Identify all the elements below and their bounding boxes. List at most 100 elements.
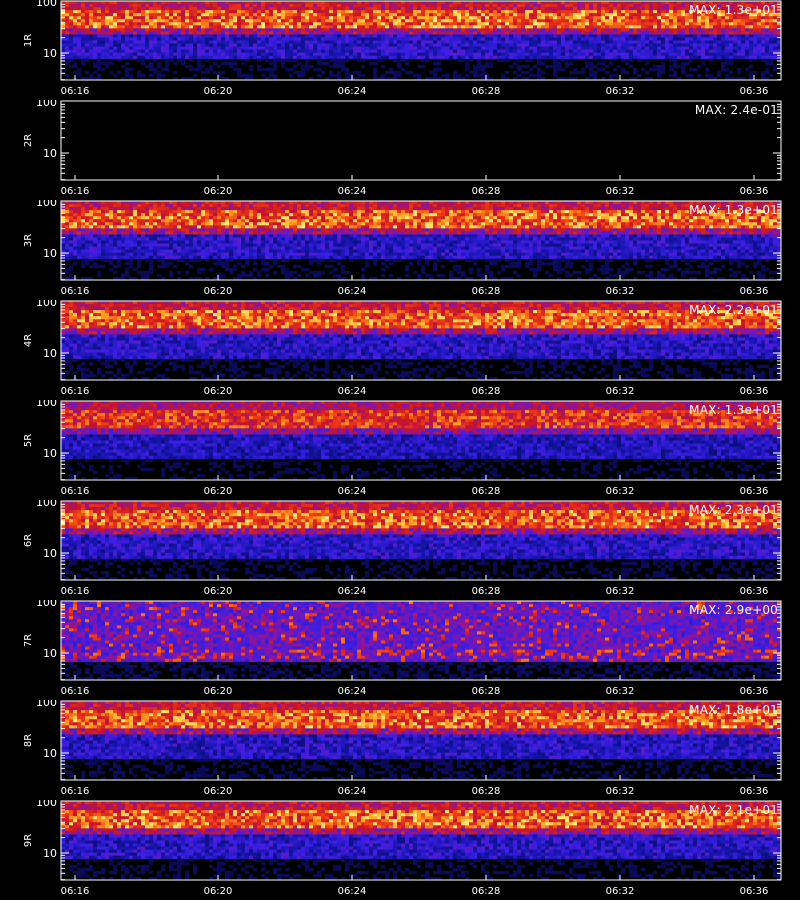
heatmap-cell <box>149 210 154 214</box>
heatmap-cell <box>669 34 674 38</box>
heatmap-cell <box>593 64 598 69</box>
heatmap-cell <box>513 46 518 50</box>
heatmap-cell <box>137 13 142 17</box>
heatmap-cell <box>125 267 130 272</box>
heatmap-cell <box>621 46 626 50</box>
heatmap-cell <box>389 49 394 53</box>
heatmap-cell <box>213 7 218 11</box>
heatmap-cell <box>649 43 654 47</box>
heatmap-cell <box>641 7 646 11</box>
heatmap-cell <box>209 231 214 235</box>
heatmap-cell <box>177 270 182 275</box>
heatmap-cell <box>397 13 402 17</box>
heatmap-cell <box>237 246 242 250</box>
heatmap-cell <box>553 25 558 29</box>
heatmap-cell <box>377 34 382 38</box>
heatmap-cell <box>665 16 670 20</box>
heatmap-cell <box>749 37 754 41</box>
heatmap-cell <box>205 1 210 5</box>
heatmap-cell <box>421 28 426 32</box>
heatmap-cell <box>465 16 470 20</box>
heatmap-cell <box>393 76 398 81</box>
heatmap-cell <box>69 58 74 63</box>
heatmap-cell <box>269 49 274 53</box>
heatmap-cell <box>137 210 142 214</box>
heatmap-cell <box>221 10 226 14</box>
heatmap-cell <box>189 252 194 256</box>
heatmap-cell <box>753 37 758 41</box>
heatmap-cell <box>713 13 718 17</box>
heatmap-cell <box>737 13 742 17</box>
heatmap-cell <box>205 31 210 35</box>
heatmap-cell <box>177 37 182 41</box>
heatmap-cell <box>217 19 222 23</box>
heatmap-cell <box>377 1 382 5</box>
spectrogram-panel-1R: 100 10 1R 06:16 06:20 06:24 06:28 06:32 06:36 MAX… <box>0 0 800 100</box>
heatmap-cell <box>377 28 382 32</box>
heatmap-cell <box>81 58 86 63</box>
heatmap-cell <box>765 55 770 60</box>
heatmap-cell <box>117 213 122 217</box>
heatmap-cell <box>173 237 178 241</box>
heatmap-cell <box>405 70 410 75</box>
heatmap-cell <box>329 22 334 26</box>
heatmap-cell <box>209 234 214 238</box>
heatmap-cell <box>217 25 222 29</box>
heatmap-cell <box>89 25 94 29</box>
heatmap-cell <box>165 61 170 66</box>
heatmap-cell <box>125 252 130 256</box>
heatmap-cell <box>181 13 186 17</box>
heatmap-cell <box>493 52 498 56</box>
heatmap-cell <box>749 13 754 17</box>
heatmap-cell <box>761 49 766 53</box>
heatmap-cell <box>229 237 234 241</box>
heatmap-cell <box>113 264 118 269</box>
heatmap-cell <box>141 246 146 250</box>
heatmap-cell <box>601 4 606 8</box>
heatmap-cell <box>157 240 162 244</box>
heatmap-cell <box>145 237 150 241</box>
heatmap-cell <box>445 22 450 26</box>
heatmap-cell <box>541 46 546 50</box>
heatmap-cell <box>193 22 198 26</box>
heatmap-cell <box>157 210 162 214</box>
heatmap-cell <box>733 13 738 17</box>
heatmap-cell <box>605 64 610 69</box>
heatmap-cell <box>573 28 578 32</box>
heatmap-cell <box>685 40 690 44</box>
heatmap-cell <box>129 249 134 253</box>
heatmap-cell <box>613 16 618 20</box>
heatmap-cell <box>457 25 462 29</box>
heatmap-cell <box>365 49 370 53</box>
heatmap-cell <box>381 25 386 29</box>
heatmap-cell <box>737 34 742 38</box>
heatmap-cell <box>117 40 122 44</box>
heatmap-cell <box>505 7 510 11</box>
heatmap-cell <box>97 246 102 250</box>
heatmap-cell <box>361 1 366 5</box>
heatmap-cell <box>417 49 422 53</box>
heatmap-cell <box>537 4 542 8</box>
heatmap-cell <box>757 13 762 17</box>
heatmap-cell <box>93 10 98 14</box>
heatmap-cell <box>221 19 226 23</box>
heatmap-cell <box>309 31 314 35</box>
heatmap-cell <box>373 19 378 23</box>
heatmap-cell <box>177 49 182 53</box>
heatmap-cell <box>129 55 134 60</box>
heatmap-cell <box>501 7 506 11</box>
heatmap-cell <box>129 28 134 32</box>
heatmap-cell <box>169 25 174 29</box>
heatmap-cell <box>457 7 462 11</box>
heatmap-cell <box>61 249 66 253</box>
heatmap-cell <box>497 7 502 11</box>
heatmap-cell <box>245 34 250 38</box>
heatmap-cell <box>657 7 662 11</box>
heatmap-cell <box>325 31 330 35</box>
heatmap-cell <box>357 13 362 17</box>
heatmap-cell <box>525 64 530 69</box>
heatmap-cell <box>365 10 370 14</box>
heatmap-cell <box>761 37 766 41</box>
heatmap-cell <box>561 4 566 8</box>
heatmap-cell <box>501 25 506 29</box>
